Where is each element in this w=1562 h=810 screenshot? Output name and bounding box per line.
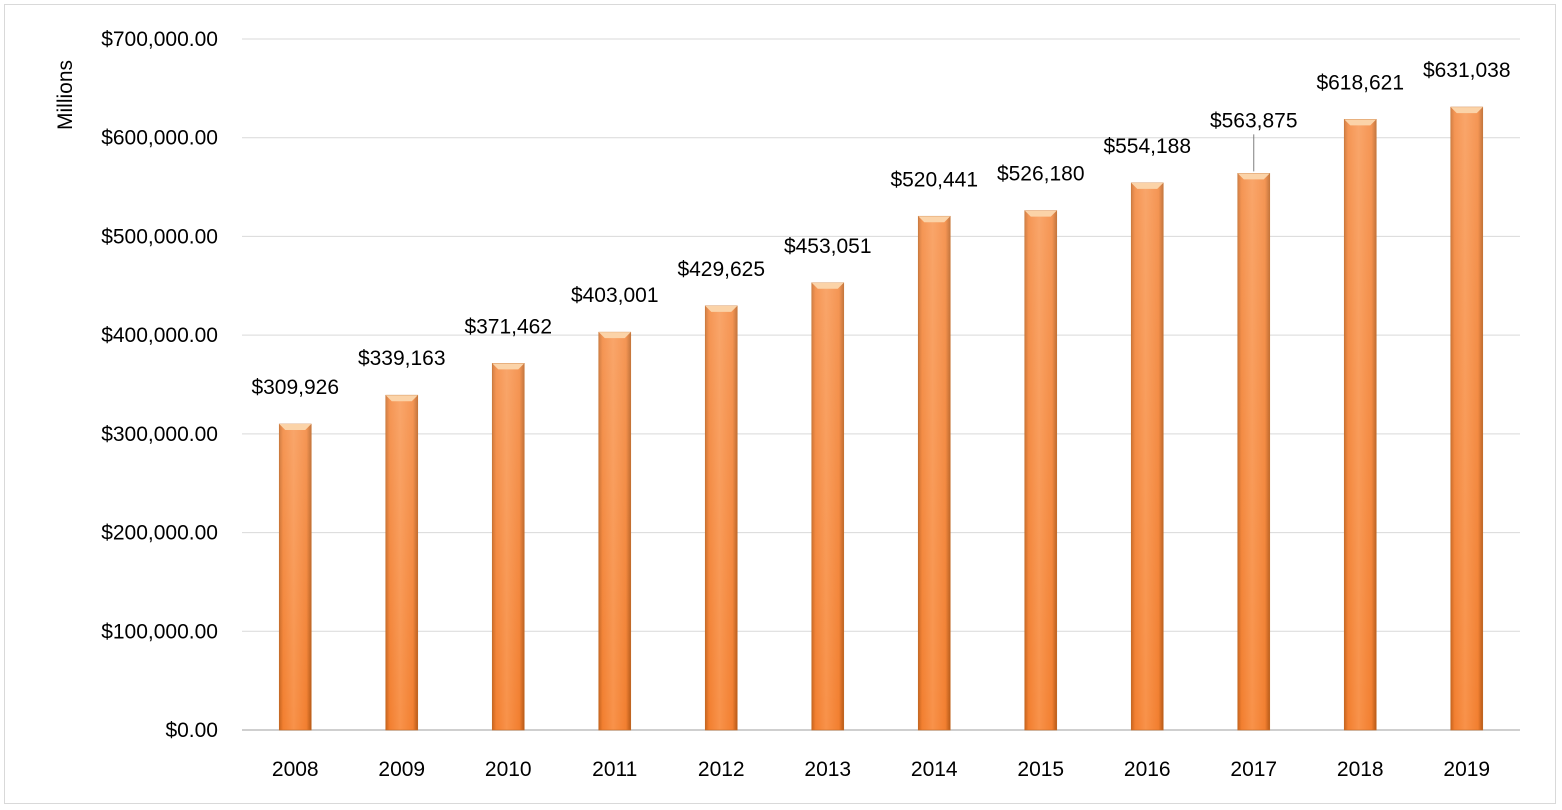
bar-cap (598, 332, 631, 339)
data-label: $554,188 (1103, 135, 1191, 158)
bar-highlight (385, 395, 418, 730)
y-tick-label: $100,000.00 (101, 620, 218, 643)
data-label: $339,163 (358, 347, 446, 370)
bar-group (1343, 119, 1377, 731)
x-tick-label: 2014 (911, 758, 958, 781)
data-label: $309,926 (251, 376, 339, 399)
data-label: $371,462 (464, 315, 552, 338)
data-label: $403,001 (571, 284, 659, 307)
y-axis: $0.00 $100,000.00 $200,000.00 $300,000.00 $4… (101, 28, 218, 742)
bar-highlight (1344, 119, 1377, 730)
x-tick-label: 2011 (592, 758, 637, 781)
y-axis-title: Millions (54, 60, 77, 130)
y-tick-label: $0.00 (165, 719, 218, 742)
bar-group (1450, 106, 1484, 731)
bar-group (704, 305, 738, 731)
bar-highlight (279, 424, 312, 730)
bar-highlight (705, 305, 738, 730)
bar-group (278, 423, 312, 731)
bar-cap (1344, 119, 1377, 126)
x-tick-label: 2019 (1443, 758, 1490, 781)
x-tick-label: 2008 (272, 758, 319, 781)
x-tick-label: 2010 (485, 758, 532, 781)
bar-group (1130, 182, 1164, 731)
data-label: $631,038 (1423, 59, 1511, 82)
data-label: $526,180 (997, 163, 1085, 186)
data-label: $563,875 (1210, 109, 1298, 132)
bar-cap (811, 282, 844, 289)
bar-cap (1237, 173, 1270, 180)
bar-cap (1024, 210, 1057, 217)
bar-cap (705, 305, 738, 312)
data-label: $618,621 (1316, 71, 1404, 94)
bar-cap (918, 216, 951, 223)
bar-cap (1131, 182, 1164, 189)
bar-cap (1450, 107, 1483, 114)
bar-highlight (1450, 107, 1483, 731)
x-tick-label: 2018 (1337, 758, 1384, 781)
bar-highlight (1237, 173, 1270, 730)
y-tick-label: $300,000.00 (101, 423, 218, 446)
gridlines (242, 38, 1520, 731)
x-axis: 2008 2009 2010 2011 2012 2013 2014 2015 2016 2017… (272, 758, 1490, 781)
bar-highlight (1131, 182, 1164, 731)
bar-group (1024, 210, 1058, 731)
bar-highlight (1024, 210, 1057, 730)
bar-highlight (492, 363, 525, 730)
data-label: $429,625 (677, 258, 765, 281)
x-tick-label: 2016 (1124, 758, 1171, 781)
data-label: $520,441 (890, 168, 978, 191)
x-tick-label: 2015 (1017, 758, 1064, 781)
x-tick-label: 2017 (1230, 758, 1277, 781)
bar-cap (279, 424, 312, 431)
y-tick-label: $600,000.00 (101, 127, 218, 150)
data-label: $453,051 (784, 235, 872, 258)
bar-group (598, 331, 632, 731)
y-tick-label: $700,000.00 (101, 28, 218, 51)
y-tick-label: $500,000.00 (101, 225, 218, 248)
bar-group (491, 363, 525, 731)
bar-group (917, 215, 951, 731)
data-labels: $309,926 $339,163 $371,462 $403,001 $429,625… (251, 59, 1510, 399)
bar-cap (492, 363, 525, 370)
bar-group (1237, 173, 1271, 731)
bar-cap (385, 395, 418, 402)
x-tick-label: 2012 (698, 758, 745, 781)
y-tick-label: $400,000.00 (101, 324, 218, 347)
bar-group (811, 282, 845, 731)
bar-highlight (811, 282, 844, 730)
bars (278, 106, 1484, 731)
bar-highlight (918, 216, 951, 731)
x-tick-label: 2009 (378, 758, 425, 781)
bar-highlight (598, 332, 631, 730)
bar-group (385, 394, 419, 731)
y-tick-label: $200,000.00 (101, 522, 218, 545)
x-tick-label: 2013 (804, 758, 851, 781)
